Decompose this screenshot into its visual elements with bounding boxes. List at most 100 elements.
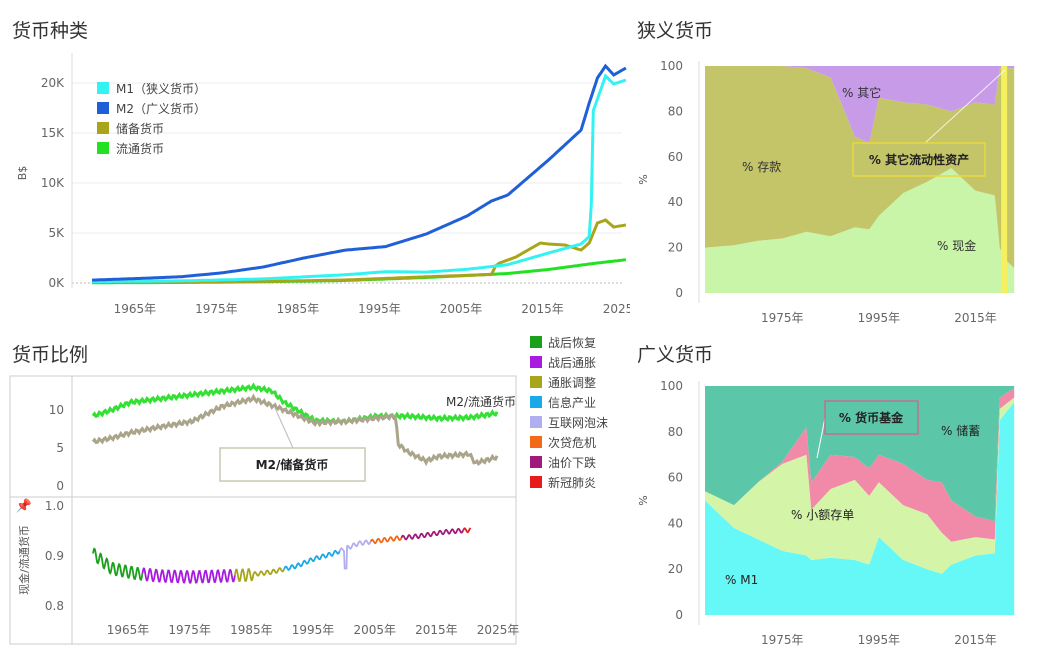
bottom-y-axis-label: 现金/流通货币 — [17, 525, 31, 595]
y-axis-label: % — [637, 174, 650, 184]
y-tick-label: 0 — [675, 608, 683, 622]
era-label-1: 战后通胀 — [548, 356, 597, 370]
annotation-line — [924, 69, 1006, 144]
era-label-2: 通胀调整 — [548, 376, 597, 390]
money-ratio-chart[interactable]: 0 5 10 M2/流通货币 M2/储备货币 0.8 0.9 1.0 现金/流通货币 📌 1965年… — [0, 368, 520, 658]
y-tick-label: 0 — [675, 286, 683, 300]
x-tick-label: 2015年 — [415, 623, 458, 637]
narrow-area-2 — [705, 66, 1015, 144]
ratio-label-m2circ: M2/流通货币 — [446, 394, 516, 409]
era-label-7: 新冠肺炎 — [548, 476, 597, 490]
y-tick-label: 20K — [41, 76, 65, 90]
broad-area-2 — [705, 388, 1015, 542]
era-swatch-6 — [530, 456, 542, 468]
era-line-6 — [400, 527, 464, 541]
y-tick-label: 80 — [668, 425, 683, 439]
y-tick-label: 0.8 — [45, 599, 64, 613]
ratio-line-0 — [91, 382, 499, 426]
ratio-label-m2res: M2/储备货币 — [256, 457, 329, 472]
era-line-1 — [141, 567, 236, 584]
broad-label-savings: % 储蓄 — [941, 423, 980, 438]
y-axis-label: % — [637, 495, 650, 505]
y-tick-label: 20 — [668, 562, 683, 576]
x-tick-label: 1995年 — [858, 311, 901, 325]
legend-swatch-m2 — [97, 102, 109, 114]
ratio-annotation-line — [274, 407, 294, 449]
legend-swatch-m1 — [97, 82, 109, 94]
narrow-money-title: 狭义货币 — [637, 20, 714, 42]
x-tick-label: 2015年 — [521, 302, 564, 316]
pin-icon: 📌 — [16, 497, 32, 514]
era-swatch-4 — [530, 416, 542, 428]
narrow-label-other-liquid: % 其它流动性资产 — [869, 152, 969, 167]
y-tick-label: 5 — [56, 441, 64, 455]
narrow-label-other: % 其它 — [842, 85, 881, 100]
y-tick-label: 0K — [48, 276, 65, 290]
money-types-title: 货币种类 — [12, 20, 89, 42]
y-tick-label: 0 — [56, 479, 64, 493]
broad-annotation-box — [824, 400, 919, 435]
legend-label-circulation: 流通货币 — [116, 142, 165, 156]
broad-label-small: % 小额存单 — [791, 508, 854, 522]
y-tick-label: 100 — [660, 379, 683, 393]
narrow-area-1 — [705, 66, 1015, 268]
legend-label-m2: M2（广义货币） — [116, 102, 206, 116]
x-tick-label: 1995年 — [292, 623, 335, 637]
ratio-bottom-frame — [9, 496, 517, 645]
broad-money-title: 广义货币 — [637, 344, 714, 366]
x-tick-label: 1995年 — [358, 302, 401, 316]
x-tick-label: 2025年 — [603, 302, 630, 316]
era-line-0 — [92, 547, 144, 581]
money-types-chart[interactable]: 0K 5K 10K 15K 20K B$ 1965年 1975年 1985年 1995年 2005年… — [0, 40, 630, 360]
narrow-label-deposit: % 存款 — [742, 160, 781, 174]
y-tick-label: 20 — [668, 241, 683, 255]
broad-area-1 — [705, 397, 1015, 574]
era-line-2 — [234, 567, 286, 582]
y-axis-label: B$ — [16, 166, 29, 181]
ratio-line-1 — [91, 393, 499, 467]
x-tick-label: 2015年 — [954, 311, 997, 325]
broad-label-m1: % M1 — [725, 573, 758, 587]
era-swatch-5 — [530, 436, 542, 448]
x-tick-label: 1975年 — [195, 302, 238, 316]
annotation-box — [852, 142, 986, 177]
narrow-area-0 — [705, 168, 1015, 293]
narrow-band — [1001, 66, 1008, 293]
legend-swatch-reserve — [97, 122, 109, 134]
x-tick-label: 1985年 — [277, 302, 320, 316]
broad-area-0 — [705, 402, 1015, 615]
era-label-0: 战后恢复 — [548, 336, 597, 350]
era-label-6: 油价下跌 — [548, 456, 597, 470]
y-tick-label: 0.9 — [45, 549, 64, 563]
y-tick-label: 60 — [668, 150, 683, 164]
x-tick-label: 1965年 — [114, 302, 157, 316]
narrow-label-cash: % 现金 — [937, 238, 976, 253]
y-tick-label: 60 — [668, 471, 683, 485]
broad-money-chart[interactable]: 0 20 40 60 80 100% 1975年 1995年 2015年 % 货币基金 % 储蓄 % … — [635, 368, 1045, 658]
era-label-4: 互联网泡沫 — [548, 416, 609, 430]
x-tick-label: 2015年 — [954, 633, 997, 647]
y-tick-label: 40 — [668, 516, 683, 530]
x-tick-label: 1975年 — [761, 633, 804, 647]
era-line-3 — [283, 549, 341, 571]
broad-area-3 — [705, 386, 1015, 522]
y-tick-label: 15K — [41, 126, 65, 140]
x-tick-label: 1985年 — [230, 623, 273, 637]
series-line-1 — [91, 63, 627, 282]
x-tick-label: 1965年 — [107, 623, 150, 637]
era-swatch-2 — [530, 376, 542, 388]
legend-swatch-circulation — [97, 142, 109, 154]
y-tick-label: 40 — [668, 195, 683, 209]
y-tick-label: 10K — [41, 176, 65, 190]
broad-annotation-line — [816, 417, 826, 459]
y-tick-label: 80 — [668, 104, 683, 118]
x-tick-label: 1975年 — [168, 623, 211, 637]
x-tick-label: 2005年 — [440, 302, 483, 316]
era-line-4 — [338, 539, 372, 570]
y-tick-label: 100 — [660, 59, 683, 73]
y-tick-label: 1.0 — [45, 499, 64, 513]
era-label-3: 信息产业 — [548, 396, 597, 410]
narrow-money-chart[interactable]: 0 20 40 60 80 100% 1975年 1995年 2015年 % 其它 % 存款 % 现金… — [635, 40, 1045, 330]
era-swatch-3 — [530, 396, 542, 408]
series-line-0 — [92, 73, 627, 284]
